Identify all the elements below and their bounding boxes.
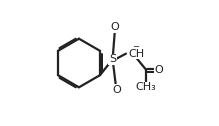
Text: O: O [111, 22, 120, 33]
Text: CH: CH [128, 49, 144, 59]
Text: S: S [109, 54, 116, 64]
Text: O: O [154, 66, 163, 75]
Text: O: O [112, 85, 121, 95]
Text: −: − [132, 42, 139, 51]
Text: CH₃: CH₃ [135, 82, 156, 92]
